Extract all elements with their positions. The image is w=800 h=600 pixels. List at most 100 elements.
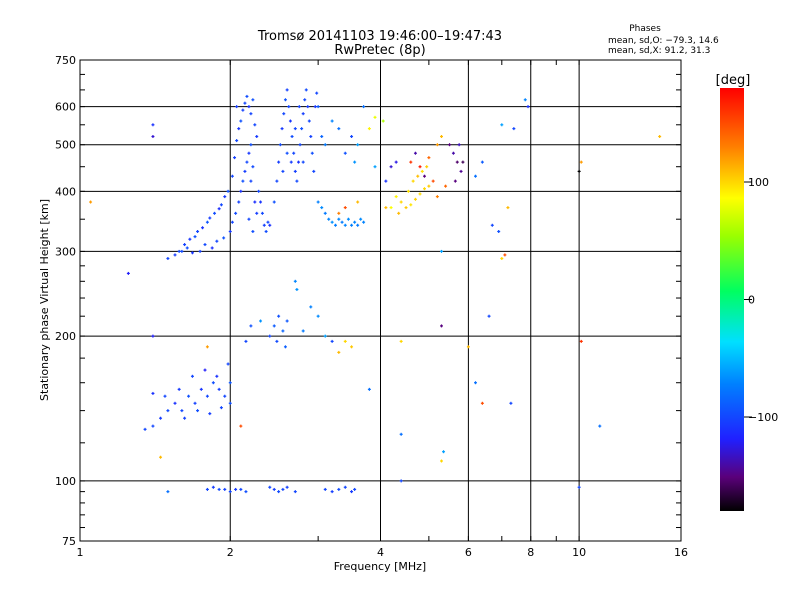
y-tick-labels: 75 100 200 300 400 500 600 750 <box>55 54 76 548</box>
data-point <box>203 243 207 247</box>
data-point <box>217 387 221 391</box>
x-tick-label: 4 <box>377 546 384 559</box>
data-point <box>143 427 147 431</box>
data-point <box>307 119 311 123</box>
data-point <box>473 381 477 385</box>
data-point <box>440 459 444 463</box>
data-point <box>173 401 177 405</box>
data-point <box>177 387 181 391</box>
data-point <box>251 165 255 169</box>
data-point <box>244 490 248 494</box>
y-tick-label: 500 <box>55 139 76 152</box>
data-point <box>223 394 227 398</box>
data-point <box>381 119 385 123</box>
data-point <box>330 339 334 343</box>
data-point <box>241 108 245 112</box>
data-point <box>244 339 248 343</box>
data-point <box>356 143 360 147</box>
data-point <box>187 394 191 398</box>
data-point <box>323 143 327 147</box>
data-point <box>359 217 363 221</box>
data-point <box>343 485 347 489</box>
data-point <box>526 105 530 109</box>
data-point <box>159 455 163 459</box>
data-point <box>427 156 431 160</box>
data-point <box>203 368 207 372</box>
data-point <box>266 220 270 224</box>
data-point <box>268 334 272 338</box>
data-point <box>293 127 297 131</box>
data-point <box>500 123 504 127</box>
data-point <box>196 229 200 233</box>
data-point <box>260 211 264 215</box>
data-point <box>188 237 192 241</box>
data-point <box>190 374 194 378</box>
data-point <box>312 169 316 173</box>
data-point <box>337 211 341 215</box>
data-point <box>285 485 289 489</box>
data-point <box>420 169 424 173</box>
data-point <box>230 220 234 224</box>
data-point <box>280 127 284 131</box>
data-point <box>389 165 393 169</box>
data-point <box>313 105 317 109</box>
data-point <box>337 487 341 491</box>
axis-ticks <box>80 60 681 541</box>
y-tick-label: 75 <box>62 535 76 548</box>
data-point <box>180 409 184 413</box>
data-point <box>346 217 350 221</box>
data-point <box>350 223 354 227</box>
data-point <box>264 229 268 233</box>
data-point <box>579 339 583 343</box>
data-point <box>223 487 227 491</box>
data-point <box>228 229 232 233</box>
data-point <box>239 487 243 491</box>
data-point <box>272 200 276 204</box>
data-point <box>295 179 299 183</box>
data-point <box>340 220 344 224</box>
data-point <box>427 184 431 188</box>
data-point <box>199 387 203 391</box>
data-point <box>297 105 301 109</box>
data-point <box>304 88 308 92</box>
x-tick-labels: 1 2 4 6 8 10 16 <box>77 546 689 559</box>
data-point <box>490 223 494 227</box>
data-point <box>394 160 398 164</box>
data-point <box>219 406 223 410</box>
data-point <box>275 339 279 343</box>
data-point <box>223 195 227 199</box>
data-point <box>281 487 285 491</box>
data-point <box>226 189 230 193</box>
data-point <box>309 305 313 309</box>
data-point <box>350 345 354 349</box>
data-point <box>151 424 155 428</box>
data-point <box>290 135 294 139</box>
data-point <box>343 223 347 227</box>
x-tick-label: 6 <box>465 546 472 559</box>
data-point <box>234 487 238 491</box>
plot-frame <box>79 59 682 542</box>
data-point <box>292 151 296 155</box>
data-point <box>301 160 305 164</box>
data-point <box>219 203 223 207</box>
data-point <box>337 350 341 354</box>
data-point <box>448 143 452 147</box>
data-point <box>268 223 272 227</box>
data-point <box>323 211 327 215</box>
data-point <box>228 381 232 385</box>
data-point <box>253 200 257 204</box>
data-point <box>320 206 324 210</box>
x-tick-label: 16 <box>674 546 688 559</box>
data-point <box>237 127 241 131</box>
data-point <box>457 143 461 147</box>
data-point <box>350 490 354 494</box>
x-axis-label: Frequency [MHz] <box>334 560 426 573</box>
colorbar-tick-label: 100 <box>748 176 769 189</box>
data-point <box>289 160 293 164</box>
data-point <box>506 206 510 210</box>
data-point <box>230 174 234 178</box>
data-point <box>350 135 354 139</box>
colorbar-tick-label: −100 <box>748 411 778 424</box>
chart-title: Tromsø 20141103 19:46:00–19:47:43 <box>257 29 502 44</box>
